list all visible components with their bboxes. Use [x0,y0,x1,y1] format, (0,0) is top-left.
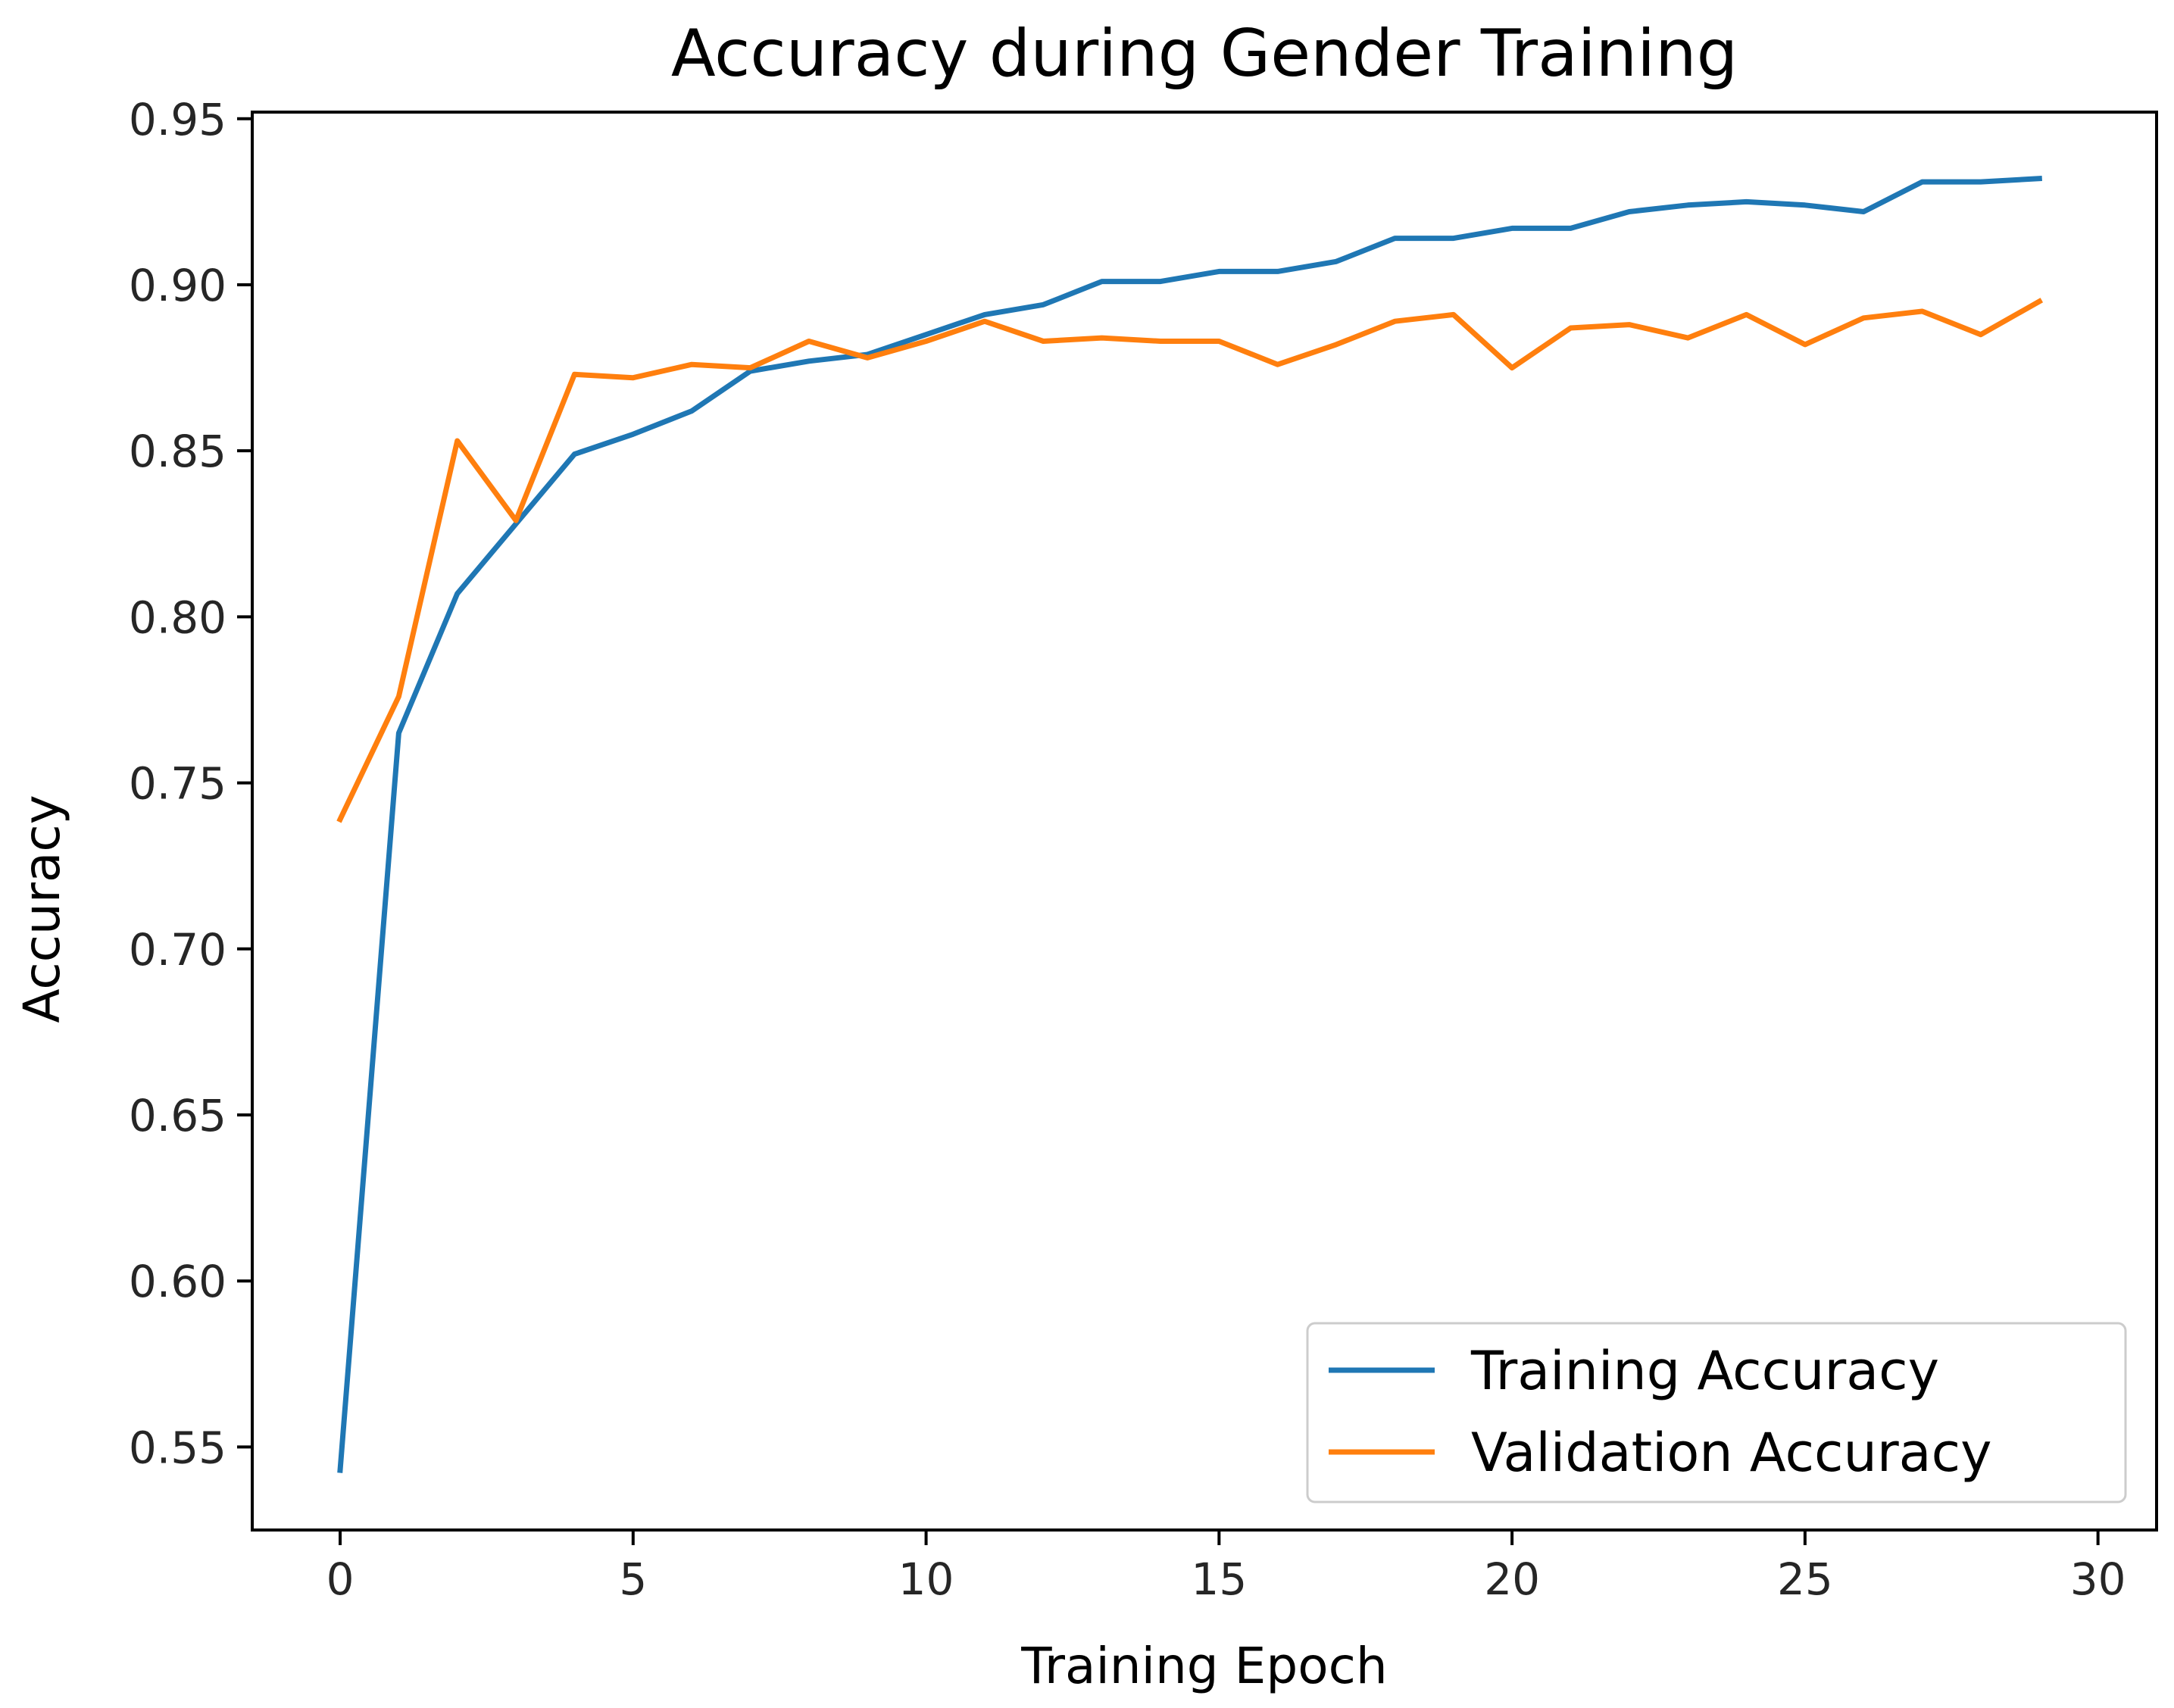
y-tick-label: 0.70 [129,924,226,976]
x-tick-label: 0 [326,1553,355,1605]
y-tick-label: 0.65 [129,1090,226,1141]
y-tick-label: 0.95 [129,94,226,145]
x-axis-title: Training Epoch [1020,1637,1388,1695]
y-axis-title: Accuracy [13,795,71,1023]
legend: Training Accuracy Validation Accuracy [1306,1322,2127,1503]
y-tick-label: 0.60 [129,1256,226,1307]
x-tick-label: 25 [1777,1553,1833,1605]
y-tick-label: 0.75 [129,758,226,810]
x-tick-label: 15 [1191,1553,1247,1605]
x-tick-label: 5 [619,1553,647,1605]
plot-frame [251,111,2158,1532]
y-tick-label: 0.80 [129,592,226,643]
series-line-1 [336,298,2044,823]
series-line-0 [337,176,2042,1473]
legend-label-0: Training Accuracy [1470,1340,1939,1402]
y-tick-label: 0.85 [129,426,226,477]
x-tick-label: 10 [898,1553,954,1605]
y-tick-label: 0.90 [129,260,226,311]
legend-box [1306,1322,2127,1503]
x-tick-label: 20 [1484,1553,1540,1605]
chart-title: Accuracy during Gender Training [671,16,1738,92]
plot-area: 0 5 10 15 20 25 30 0.55 0.60 0.65 0.70 0.75 0.80 0.85… [129,94,2158,1605]
legend-label-1: Validation Accuracy [1471,1422,1992,1484]
x-tick-label: 30 [2070,1553,2126,1605]
y-tick-label: 0.55 [129,1422,226,1473]
